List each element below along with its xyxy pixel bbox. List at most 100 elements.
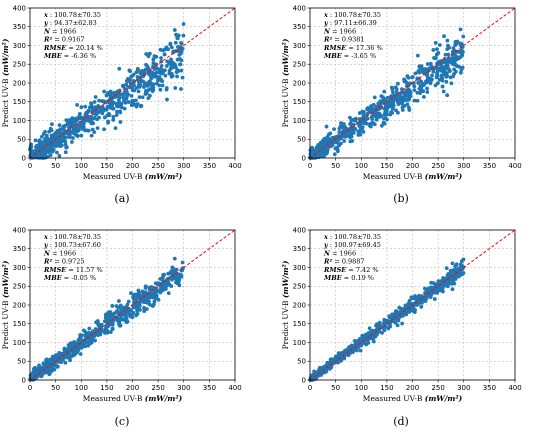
data-point — [146, 88, 151, 92]
data-point — [332, 127, 336, 131]
data-point — [177, 62, 182, 67]
data-point — [405, 74, 410, 79]
x-tick-label: 0 — [308, 384, 312, 392]
data-point — [149, 76, 154, 81]
stat-line: R² = 0.9725 — [43, 258, 85, 266]
data-point — [426, 286, 431, 291]
x-tick-label: 200 — [406, 384, 419, 392]
data-point — [450, 49, 455, 54]
data-point — [367, 326, 372, 331]
data-point — [388, 315, 393, 320]
data-point — [110, 327, 115, 331]
data-point — [461, 34, 466, 39]
data-point — [445, 38, 450, 43]
data-point — [152, 54, 157, 59]
data-point — [341, 122, 346, 126]
data-point — [433, 287, 438, 292]
data-point — [435, 70, 440, 74]
data-point — [337, 130, 342, 135]
data-point — [124, 316, 129, 321]
data-point — [147, 72, 152, 77]
x-tick-label: 350 — [203, 162, 216, 170]
data-point — [64, 145, 69, 150]
data-point — [97, 115, 101, 120]
data-point — [387, 96, 392, 100]
data-point — [347, 346, 352, 351]
data-point — [146, 66, 151, 71]
data-point — [88, 338, 93, 343]
x-tick-label: 0 — [28, 162, 32, 170]
data-point — [40, 148, 45, 153]
data-point — [148, 302, 152, 307]
stat-line: y : 97.11±66.39 — [323, 19, 377, 27]
data-point — [416, 80, 421, 85]
x-tick-label: 100 — [75, 384, 88, 392]
data-point — [387, 322, 392, 327]
data-point — [131, 100, 135, 105]
data-point — [169, 45, 174, 50]
data-point — [399, 87, 404, 91]
x-tick-label: 100 — [75, 162, 88, 170]
y-tick-label: 300 — [293, 264, 306, 272]
y-tick-label: 200 — [293, 79, 306, 87]
data-point — [351, 350, 355, 354]
x-tick-label: 200 — [126, 162, 139, 170]
data-point — [120, 317, 125, 322]
data-point — [390, 99, 395, 104]
data-point — [107, 100, 111, 105]
data-point — [148, 93, 152, 98]
data-point — [137, 95, 142, 99]
data-point — [81, 328, 86, 333]
data-point — [65, 131, 70, 136]
data-point — [431, 69, 436, 74]
y-tick-label: 150 — [293, 320, 306, 328]
data-point — [40, 134, 44, 139]
data-point — [419, 66, 424, 71]
x-axis-label: Measured UV-B (mW/m²) — [363, 394, 463, 403]
data-point — [413, 71, 418, 76]
data-point — [368, 121, 373, 126]
data-point — [175, 74, 179, 79]
data-point — [92, 105, 97, 110]
y-tick-label: 350 — [13, 23, 26, 31]
data-point — [151, 61, 156, 65]
data-point — [172, 256, 177, 261]
data-point — [64, 118, 69, 123]
data-point — [114, 113, 119, 117]
x-tick-label: 50 — [51, 162, 60, 170]
data-point — [138, 300, 142, 305]
data-point — [435, 47, 439, 52]
data-point — [138, 104, 143, 109]
data-point — [361, 130, 366, 134]
data-point — [425, 90, 430, 94]
data-point — [397, 305, 402, 310]
data-point — [415, 76, 420, 81]
data-point — [342, 139, 347, 143]
stat-line: x : 100.78±70.35 — [43, 233, 101, 241]
data-point — [379, 94, 384, 98]
data-point — [397, 98, 402, 103]
one-to-one-line — [29, 7, 236, 159]
data-point — [140, 95, 145, 100]
stat-line: N = 1966 — [323, 27, 356, 35]
data-point — [135, 74, 140, 79]
data-point — [403, 97, 408, 102]
data-point — [104, 312, 109, 317]
data-point — [104, 107, 109, 112]
y-tick-label: 350 — [13, 245, 26, 253]
y-tick-label: 400 — [13, 226, 26, 234]
data-point — [458, 43, 463, 48]
data-point — [325, 148, 330, 153]
y-tick-label: 250 — [13, 61, 26, 69]
data-point — [380, 330, 384, 335]
y-tick-label: 400 — [13, 4, 26, 12]
data-point — [97, 98, 101, 103]
data-point — [110, 106, 115, 111]
data-point — [81, 126, 86, 131]
stat-line: R² = 0.9167 — [43, 36, 85, 44]
x-tick-label: 350 — [483, 162, 496, 170]
data-point — [129, 93, 134, 98]
data-point — [405, 102, 410, 107]
scatter-panel-a: 0 50 100 150 200 250 300 350 400 0 50 100 150 200 250 3… — [1, 4, 242, 205]
data-point — [152, 299, 157, 304]
